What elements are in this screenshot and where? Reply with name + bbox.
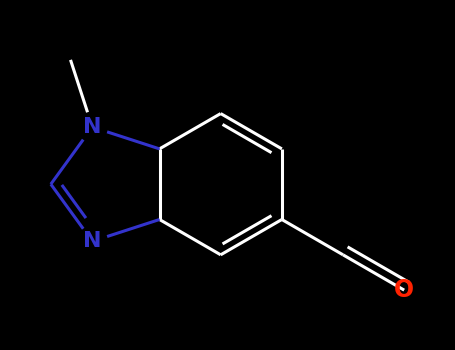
- Text: N: N: [83, 117, 101, 137]
- Text: N: N: [83, 231, 101, 251]
- Text: O: O: [394, 278, 414, 302]
